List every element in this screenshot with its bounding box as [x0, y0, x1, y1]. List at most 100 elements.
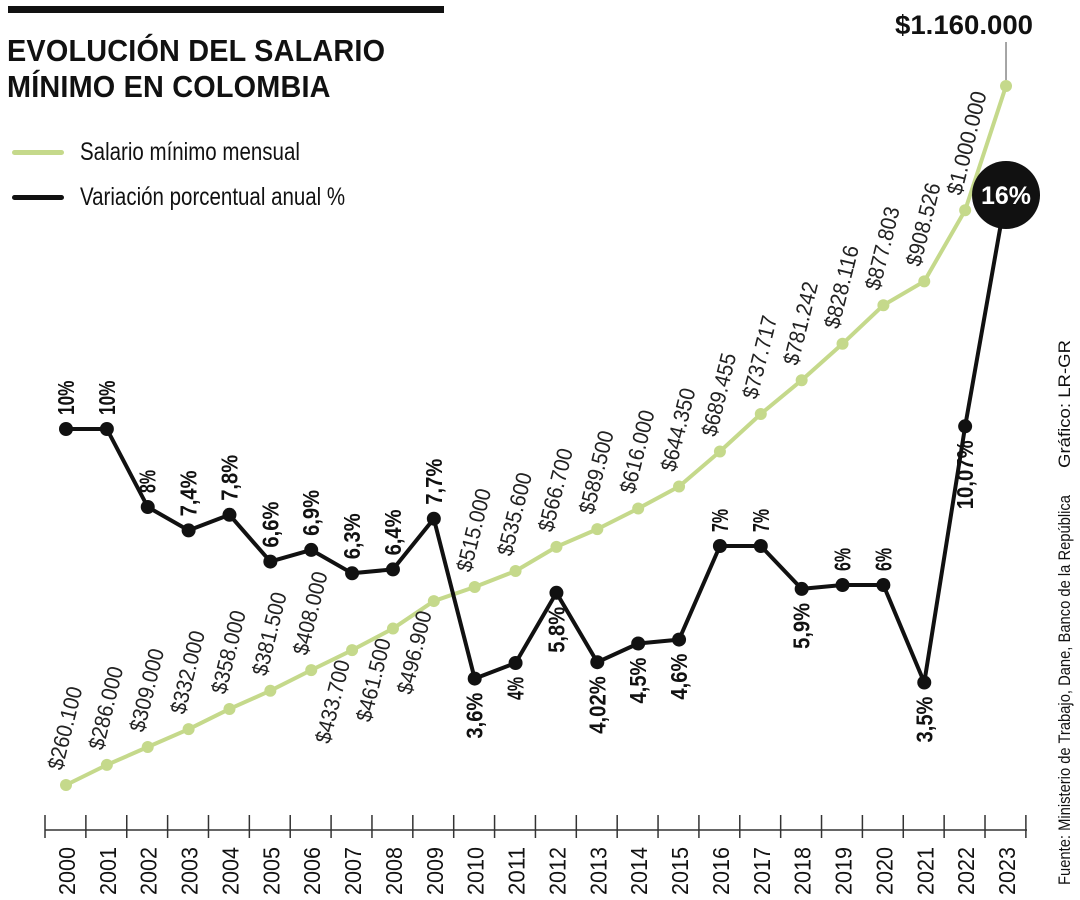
x-tick-label: 2012: [544, 847, 570, 895]
salary-data-label: $332.000: [165, 628, 210, 716]
salary-data-label: $260.100: [43, 684, 88, 772]
variation-data-label: 10%: [53, 381, 79, 416]
salary-data-label: $616.000: [615, 407, 660, 495]
variation-point: [835, 578, 850, 592]
salary-data-label: $381.500: [247, 590, 292, 678]
salary-point: [141, 741, 154, 754]
variation-point: [753, 539, 768, 553]
variation-data-label: 4%: [503, 677, 529, 700]
variation-data-label: 6,9%: [298, 490, 324, 536]
variation-data-label: 3,5%: [911, 697, 937, 743]
salary-point: [836, 337, 849, 350]
x-tick-label: 2010: [463, 847, 489, 895]
variation-point: [59, 422, 73, 436]
salary-data-label: $408.000: [288, 569, 333, 657]
variation-data-label: 10,07%: [952, 440, 978, 509]
salary-data-label: $589.500: [574, 428, 619, 516]
source-note: Fuente: Ministerio de Trabajo, Dane, Ban…: [1055, 495, 1074, 885]
salary-point: [182, 723, 195, 736]
x-tick-label: 2017: [749, 847, 775, 895]
variation-point: [222, 507, 237, 522]
variation-point: [467, 671, 482, 686]
variation-point: [140, 500, 155, 514]
variation-data-label: 6%: [830, 548, 856, 571]
legend-item-variation: Variación porcentual anual %: [12, 183, 403, 212]
legend-label-variation: Variación porcentual anual %: [80, 183, 346, 211]
salary-data-label: $358.000: [206, 608, 251, 696]
x-tick-label: 2014: [626, 847, 652, 895]
variation-data-label: 4,6%: [666, 654, 692, 700]
salary-point: [346, 644, 359, 657]
salary-point: [918, 275, 931, 288]
salary-line: [65, 85, 1008, 787]
x-tick-label: 2011: [504, 847, 530, 895]
variation-point: [385, 562, 400, 577]
x-tick-label: 2020: [871, 847, 897, 895]
salary-data-label: $309.000: [124, 646, 169, 734]
variation-data-label: 7,7%: [421, 459, 447, 505]
variation-point: [263, 554, 278, 569]
salary-data-label: $737.717: [737, 313, 782, 401]
variation-data-label: 6%: [870, 548, 896, 571]
x-tick-label: 2016: [708, 847, 734, 895]
variation-data-label: 5,8%: [543, 607, 569, 653]
x-tick-label: 2013: [585, 847, 611, 895]
variation-point: [712, 539, 727, 553]
credit-note: Gráfico: LR-GR: [1055, 340, 1074, 468]
variation-data-label: 4,5%: [625, 658, 651, 704]
salary-point: [509, 565, 522, 578]
variation-data-label: 7,4%: [176, 470, 202, 516]
salary-point: [632, 502, 645, 515]
title-rule: [8, 6, 444, 13]
variation-point: [794, 581, 809, 596]
chart-title: EVOLUCIÓN DEL SALARIO MÍNIMO EN COLOMBIA: [7, 33, 385, 105]
variation-data-label: 7,8%: [216, 455, 242, 501]
variation-point: [426, 511, 441, 526]
variation-data-label: 7%: [748, 509, 774, 532]
x-tick-label: 2022: [953, 847, 979, 895]
salary-data-label: $781.242: [778, 279, 823, 367]
variation-point: [958, 419, 973, 434]
variation-point: [345, 566, 360, 581]
variation-data-label: 8%: [135, 470, 161, 493]
salary-point: [223, 702, 236, 715]
x-tick-label: 2003: [177, 847, 203, 895]
x-tick-label: 2023: [994, 847, 1020, 895]
variation-point: [672, 632, 687, 647]
x-tick-label: 2009: [422, 847, 448, 895]
legend-label-salary: Salario mínimo mensual: [80, 138, 300, 166]
x-tick-label: 2021: [912, 847, 938, 895]
x-tick-label: 2007: [340, 847, 366, 895]
salary-data-label: $828.116: [819, 243, 864, 331]
variation-point: [304, 542, 319, 557]
salary-data-label: $535.600: [492, 470, 537, 558]
variation-data-label: 4,02%: [584, 676, 610, 734]
variation-point: [99, 422, 114, 436]
salary-point: [959, 204, 972, 217]
salary-point: [60, 779, 72, 791]
salary-point: [877, 299, 890, 312]
salary-point: [1000, 80, 1013, 92]
variation-data-label: 7%: [707, 509, 733, 532]
x-tick-label: 2001: [95, 847, 121, 895]
salary-data-label: $566.700: [533, 446, 578, 534]
salary-point: [550, 540, 563, 553]
salary-point: [264, 684, 277, 697]
variation-point: [876, 578, 891, 592]
salary-point: [305, 664, 318, 677]
salary-data-label: $1.160.000: [895, 10, 1033, 40]
variation-data-label: 6,3%: [339, 513, 365, 559]
salary-data-label: $877.803: [860, 204, 905, 292]
salary-point: [386, 622, 399, 635]
x-axis: 2000 2001 2002 2003 2004 2005 2006 2007 2008 2009…: [44, 815, 1027, 895]
variation-point: [631, 636, 646, 651]
legend-item-salary: Salario mínimo mensual: [12, 138, 348, 167]
salary-point: [427, 595, 440, 608]
variation-highlight-circle: [972, 161, 1041, 229]
x-tick-label: 2004: [217, 847, 243, 895]
variation-point: [181, 523, 196, 538]
x-tick-label: 2002: [136, 847, 162, 895]
variation-data-label: 16%: [981, 182, 1031, 210]
salary-data-label: $515.000: [451, 486, 496, 574]
